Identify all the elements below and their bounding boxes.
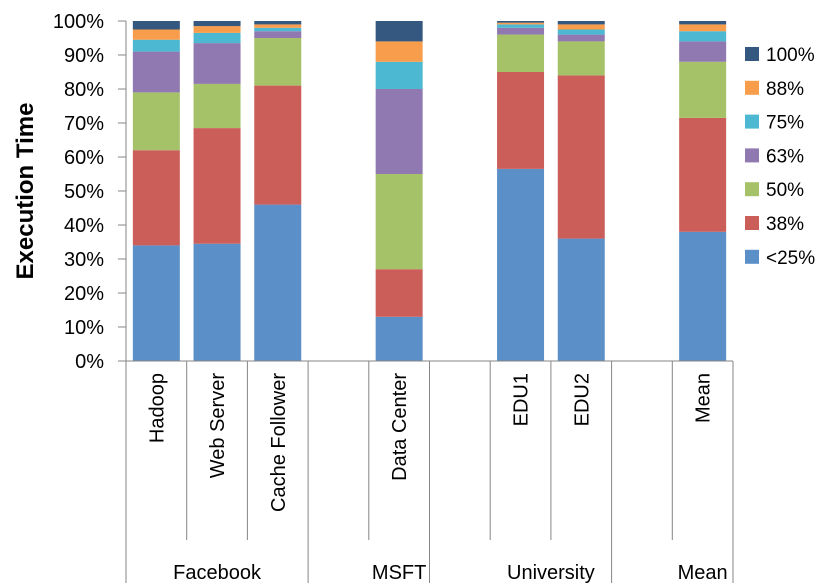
bar-segment — [254, 38, 302, 86]
legend-label: 50% — [766, 180, 804, 201]
bars — [132, 21, 727, 361]
category-label: Cache Follower — [268, 373, 290, 512]
bar-segment — [193, 128, 241, 244]
bar-segment — [132, 245, 180, 361]
group-label: University — [507, 562, 595, 584]
bar-segment — [132, 29, 180, 40]
legend-swatch — [745, 182, 759, 197]
bar-segment — [557, 238, 605, 361]
y-tick-label: 20% — [64, 283, 104, 305]
bar-segment — [497, 168, 545, 361]
bar-segment — [557, 21, 605, 25]
bar-segment — [557, 34, 605, 42]
legend-swatch — [745, 216, 759, 230]
bar-segment — [193, 32, 241, 44]
bar-segment — [193, 26, 241, 33]
legend-label: 88% — [766, 79, 804, 100]
y-tick-label: 90% — [64, 45, 104, 67]
group-label: MSFT — [372, 562, 426, 584]
y-tick-label: 60% — [64, 147, 104, 169]
bar-segment — [497, 21, 545, 23]
y-tick-label: 30% — [64, 249, 104, 271]
legend-label: 100% — [766, 45, 815, 66]
category-label: EDU1 — [511, 373, 533, 426]
legend-swatch — [745, 249, 759, 264]
bar-segment — [375, 316, 423, 361]
bar-segment — [254, 24, 302, 28]
bar-segment — [375, 41, 423, 62]
group-label: Facebook — [173, 562, 262, 584]
y-tick-label: 100% — [53, 11, 104, 33]
y-axis-label: Execution Time — [12, 103, 39, 280]
legend-swatch — [745, 148, 759, 163]
bar-segment — [254, 27, 302, 32]
category-label: EDU2 — [571, 373, 593, 426]
bar-segment — [557, 29, 605, 35]
bar-segment — [557, 75, 605, 239]
bar-segment — [497, 27, 545, 35]
bar-segment — [132, 21, 180, 30]
legend-label: <25% — [766, 248, 815, 269]
bar-segment — [254, 85, 302, 205]
legend-swatch — [745, 114, 759, 129]
category-label: Web Server — [207, 373, 229, 479]
y-tick-label: 0% — [75, 351, 104, 373]
y-axis-ticks: 0% 10% 20% 30% 40% 50% 60% 70% 80% 90% 100% — [53, 11, 126, 373]
bar-segment — [132, 92, 180, 151]
bar-segment — [132, 51, 180, 93]
legend: 100% 88% 75% 63% 50% 38% <25% — [745, 45, 815, 269]
y-axis-title: Execution Time — [12, 103, 39, 280]
y-tick-label: 70% — [64, 113, 104, 135]
bar-segment — [254, 204, 302, 361]
bar-segment — [497, 24, 545, 28]
bar-segment — [557, 24, 605, 30]
bar-segment — [254, 31, 302, 38]
bar-segment — [679, 24, 727, 32]
legend-label: 63% — [766, 146, 804, 167]
category-label: Data Center — [389, 373, 411, 481]
bar-segment — [679, 41, 727, 62]
bar-segment — [679, 21, 727, 25]
bar-segment — [254, 21, 302, 25]
legend-label: 75% — [766, 113, 804, 134]
y-tick-label: 80% — [64, 79, 104, 101]
y-tick-label: 50% — [64, 181, 104, 203]
bar-segment — [557, 41, 605, 76]
legend-swatch — [745, 80, 759, 95]
y-tick-label: 10% — [64, 317, 104, 339]
bar-segment — [375, 269, 423, 317]
bar-segment — [679, 61, 727, 118]
bar-segment — [375, 61, 423, 89]
bar-segment — [375, 174, 423, 270]
bar-segment — [679, 31, 727, 42]
category-label: Mean — [693, 373, 715, 423]
bar-segment — [132, 39, 180, 52]
category-label: Hadoop — [146, 373, 168, 443]
bar-segment — [679, 117, 727, 232]
y-tick-label: 40% — [64, 215, 104, 237]
bar-segment — [497, 22, 545, 25]
legend-label: 38% — [766, 214, 804, 235]
bar-segment — [679, 231, 727, 361]
bar-segment — [193, 43, 241, 84]
bar-segment — [375, 21, 423, 42]
bar-segment — [193, 243, 241, 361]
bar-segment — [497, 72, 545, 169]
bar-segment — [497, 34, 545, 72]
bar-segment — [375, 89, 423, 174]
axes — [125, 21, 734, 583]
x-axis-labels: Hadoop Web Server Cache Follower Data Cente… — [146, 373, 727, 584]
legend-swatch — [745, 47, 759, 61]
bar-segment — [193, 83, 241, 129]
bar-segment — [132, 150, 180, 246]
bar-segment — [193, 21, 241, 27]
group-label: Mean — [678, 562, 728, 584]
